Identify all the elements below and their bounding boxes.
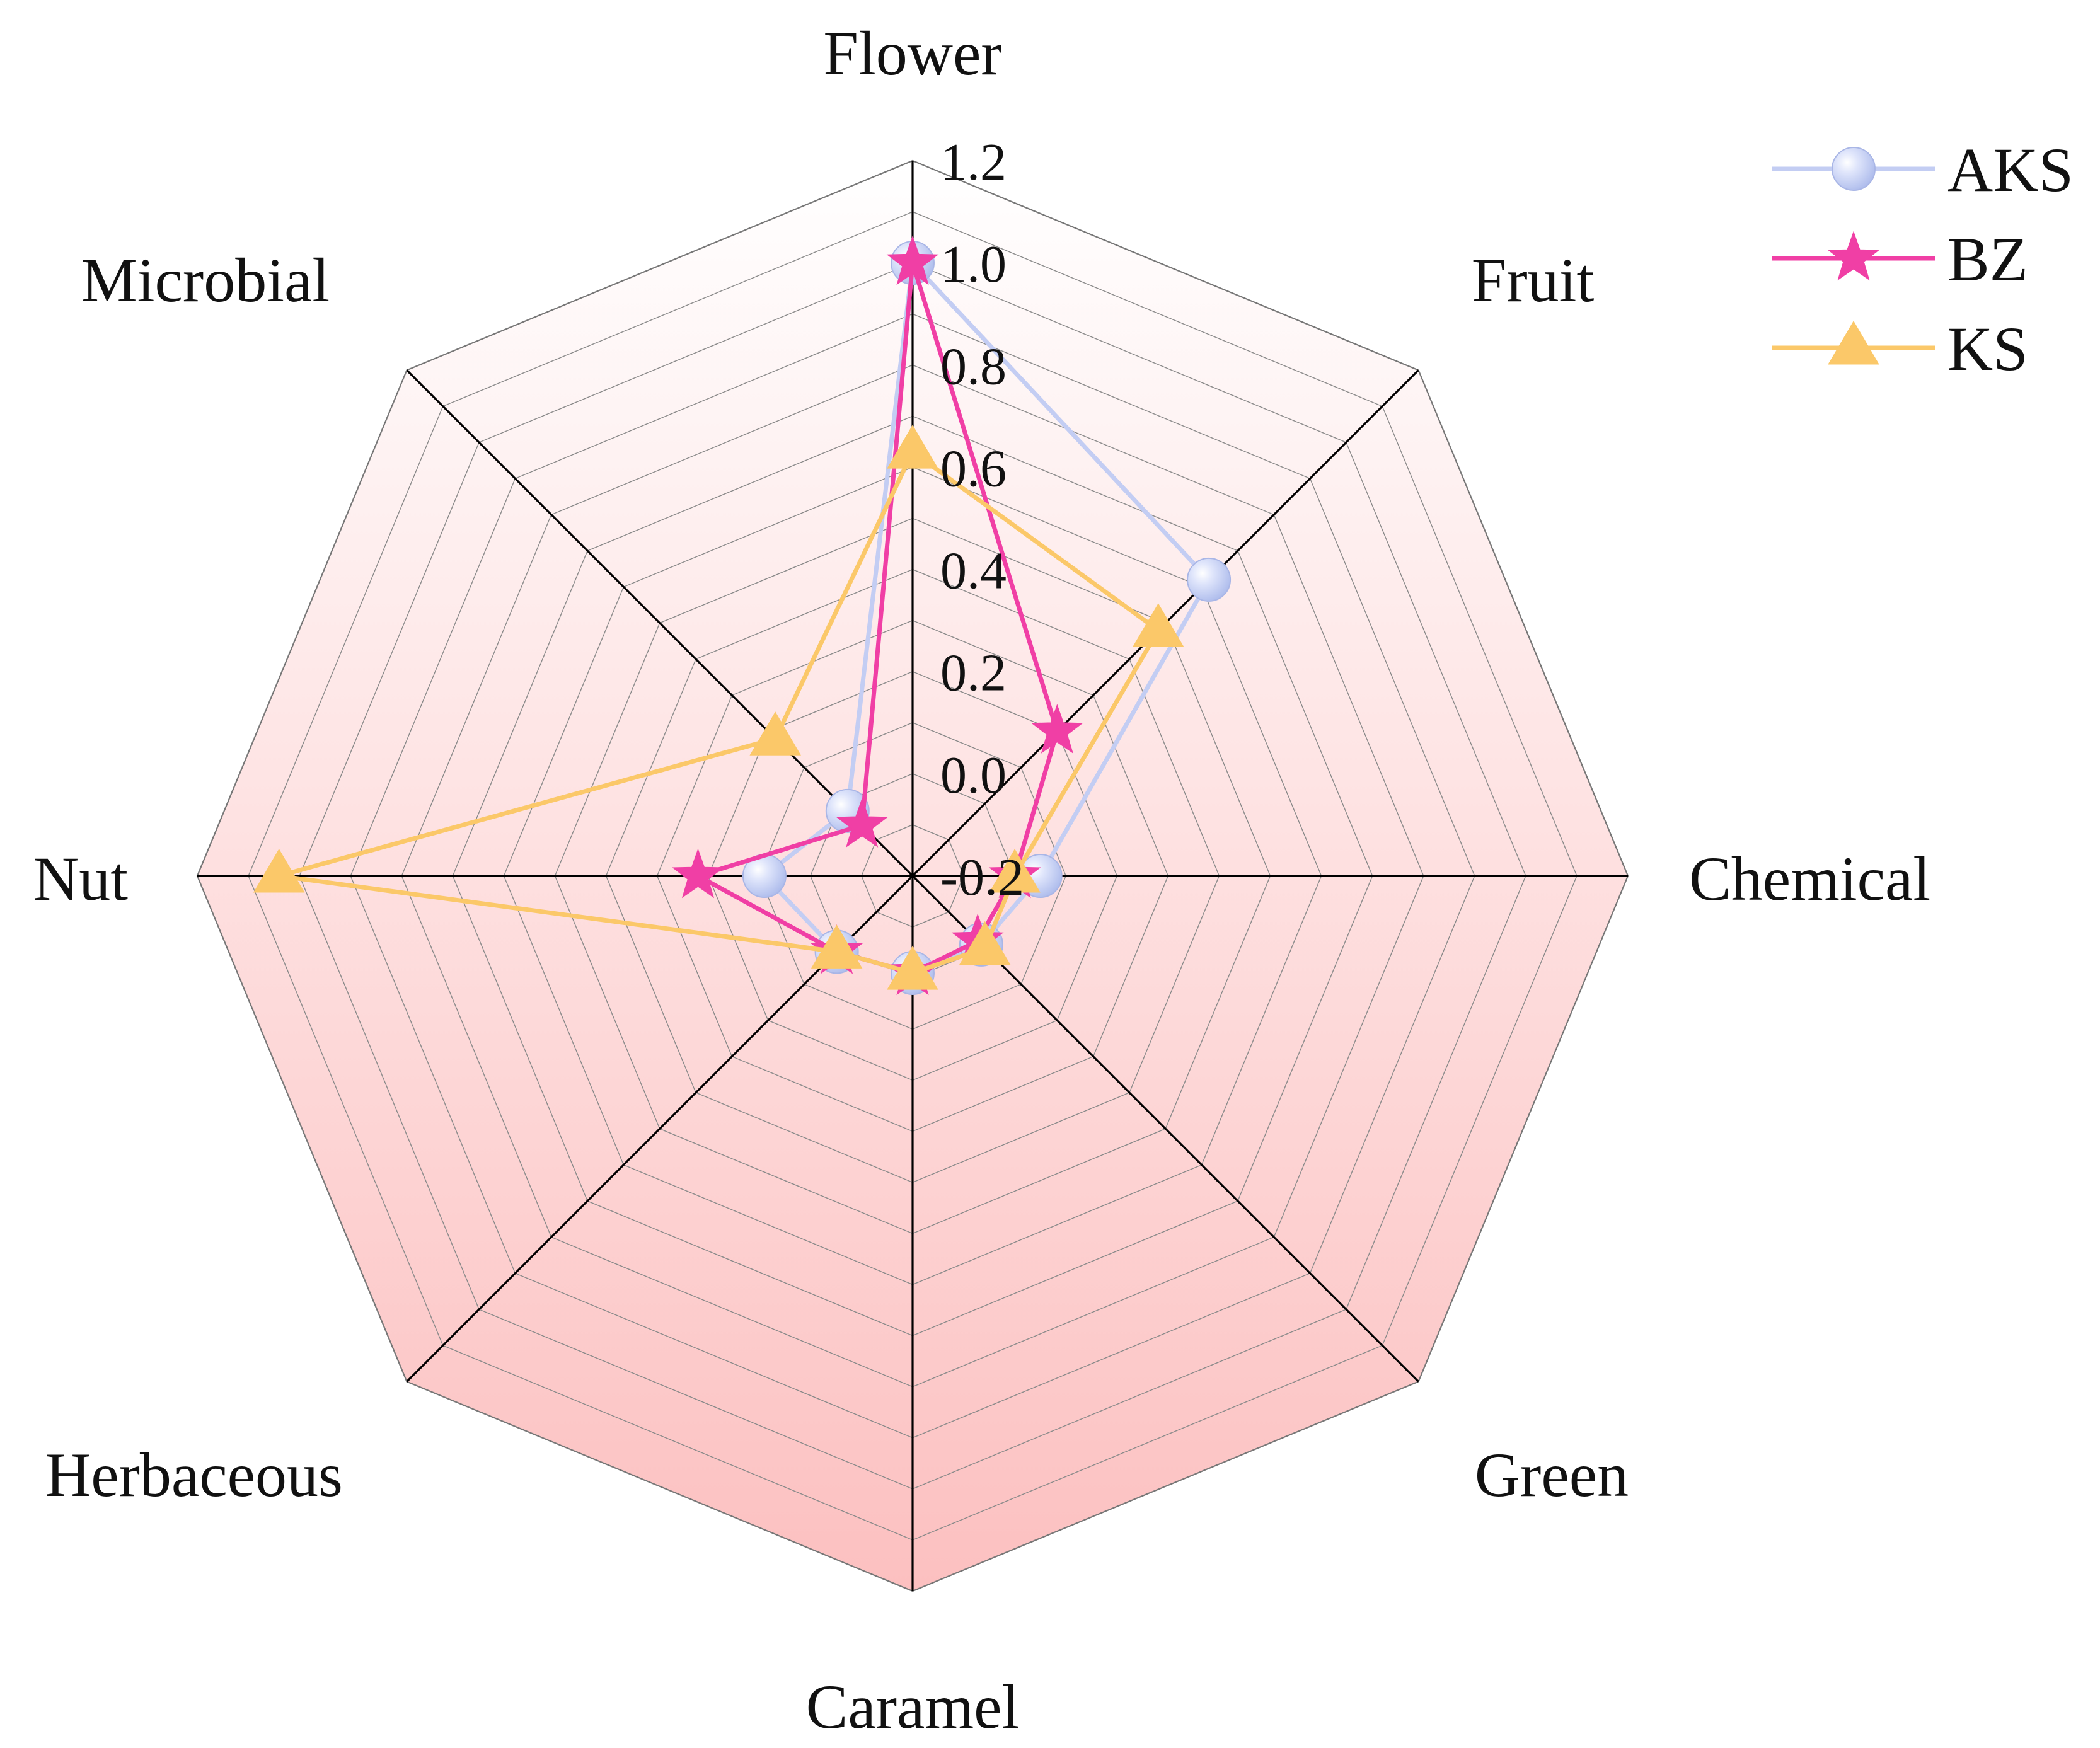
radar-spokes (197, 161, 1628, 1591)
legend-item-aks: AKS (1772, 135, 2074, 205)
legend: AKS BZ KS (1772, 135, 2074, 384)
legend-label: AKS (1947, 135, 2074, 205)
tick-label: 1.2 (940, 133, 1007, 192)
axis-label-green: Green (1475, 1440, 1629, 1510)
legend-label: KS (1947, 314, 2028, 384)
legend-marker (1832, 147, 1876, 191)
tick-label: 0.0 (940, 746, 1007, 805)
axis-spoke-microbial (406, 369, 914, 877)
axis-label-caramel: Caramel (806, 1672, 1020, 1742)
data-point-ks-fruit (1133, 603, 1184, 647)
legend-item-bz: BZ (1772, 224, 2028, 294)
data-point-bz-flower (886, 235, 939, 285)
data-point-ks-flower (887, 425, 938, 469)
tick-label: 0.8 (940, 337, 1007, 396)
data-point-bz-nut (672, 848, 724, 899)
tick-label: 1.0 (940, 235, 1007, 294)
legend-item-ks: KS (1772, 314, 2028, 384)
legend-marker (1828, 321, 1879, 365)
data-point-ks-nut (253, 849, 305, 893)
axis-label-fruit: Fruit (1472, 245, 1595, 315)
data-point-bz-fruit (1030, 704, 1083, 754)
radial-tick-labels: -0.2 0.0 0.2 0.4 0.6 0.8 1.0 1.2 (940, 133, 1024, 907)
data-point-ks-chemical (989, 849, 1041, 893)
axis-labels: Flower Fruit Chemical Green Caramel Herbaceou… (33, 18, 1930, 1742)
data-point-bz-microbial (836, 798, 889, 848)
tick-label: 0.6 (940, 439, 1007, 498)
data-point-aks-fruit (1187, 557, 1232, 602)
data-point-ks-green (959, 921, 1011, 965)
legend-label: BZ (1947, 224, 2028, 294)
data-point-ks-microbial (749, 711, 801, 756)
tick-label: 0.4 (940, 542, 1007, 601)
axis-label-flower: Flower (823, 18, 1001, 88)
legend-marker (1827, 231, 1880, 281)
axis-label-chemical: Chemical (1689, 844, 1930, 914)
tick-label: 0.2 (940, 644, 1007, 703)
axis-label-herbaceous: Herbaceous (45, 1440, 343, 1510)
radar-series (253, 235, 1232, 996)
data-point-ks-caramel (887, 946, 938, 990)
series-ks (253, 425, 1184, 990)
axis-label-nut: Nut (33, 844, 128, 914)
data-point-ks-herbaceous (811, 924, 863, 969)
tick-label: -0.2 (940, 848, 1024, 907)
axis-label-microbial: Microbial (81, 245, 330, 315)
